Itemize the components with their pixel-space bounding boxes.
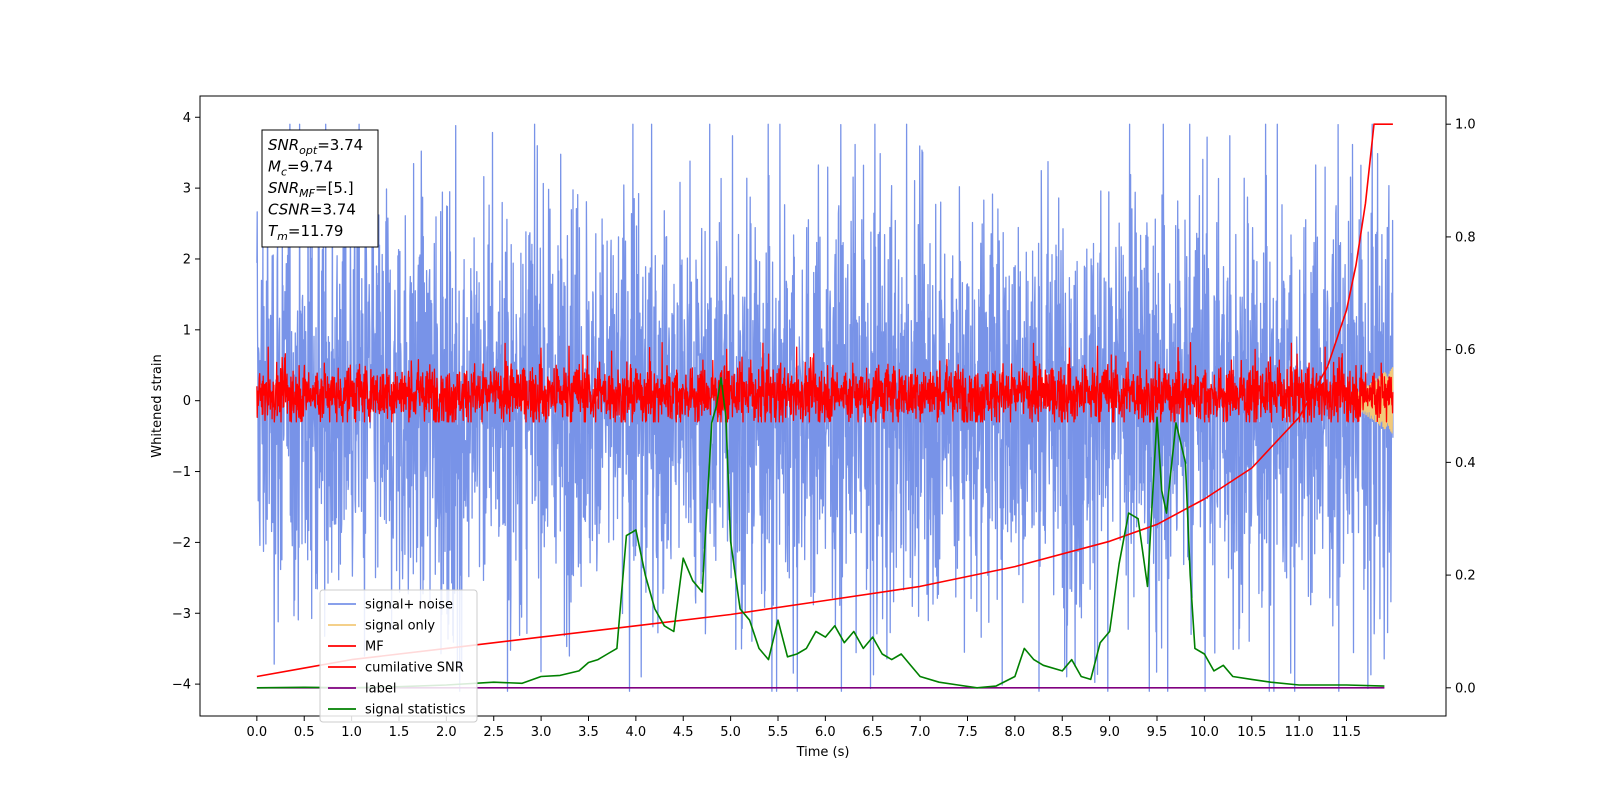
plot-frame: [199, 95, 1447, 717]
legend: signal+ noise signal only MF cumilative SNR…: [319, 589, 478, 723]
x-tick-label: 1.5: [389, 725, 410, 740]
annotation-line: Mc=9.74: [268, 158, 333, 179]
x-tick-label: 3.5: [578, 725, 599, 740]
series-cumilative-snr: [256, 123, 1393, 678]
x-tick-label: 10.5: [1237, 725, 1266, 740]
annotation-frame: [261, 129, 379, 248]
x-tick-label: 4.0: [626, 725, 647, 740]
y-axis-title: Whitened strain: [150, 354, 165, 457]
y-left-tick-label: 4: [183, 111, 191, 126]
legend-label: label: [365, 682, 396, 697]
x-tick-label: 5.5: [768, 725, 789, 740]
legend-label: signal only: [365, 619, 435, 634]
x-tick-label: 11.0: [1285, 725, 1314, 740]
x-tick-label: 6.5: [862, 725, 883, 740]
annotation-line: SNRopt=3.74: [268, 136, 363, 157]
x-tick-label: 3.0: [531, 725, 552, 740]
x-axis: 0.0 0.5 1.0 1.5 2.0 2.5 3.0 3.5 4.0 4.5 5.0 5.5 6.0 6…: [247, 716, 1361, 740]
plot-area: [256, 123, 1394, 692]
x-tick-label: 6.0: [815, 725, 836, 740]
y-right-tick-label: 0.6: [1455, 343, 1476, 358]
y-left-tick-label: 0: [183, 394, 191, 409]
x-tick-label: 1.0: [341, 725, 362, 740]
x-tick-label: 10.0: [1190, 725, 1219, 740]
legend-label: signal+ noise: [365, 598, 453, 613]
y-axis-right: 1.0 0.8 0.6 0.4 0.2 0.0: [1446, 118, 1476, 696]
x-tick-label: 9.5: [1147, 725, 1168, 740]
annotation-line: SNRMF=[5.]: [268, 179, 354, 200]
x-tick-label: 8.0: [1005, 725, 1026, 740]
series-mf: [256, 342, 1394, 423]
x-tick-label: 2.5: [483, 725, 504, 740]
y-left-tick-label: −2: [172, 536, 191, 551]
series-signal-statistics: [256, 377, 1385, 689]
x-tick-label: 2.0: [436, 725, 457, 740]
y-right-tick-label: 0.0: [1455, 681, 1476, 696]
y-left-tick-label: 3: [183, 182, 191, 197]
legend-label: signal statistics: [365, 703, 466, 718]
y-right-tick-label: 0.4: [1455, 456, 1476, 471]
y-right-tick-label: 1.0: [1455, 118, 1476, 133]
x-tick-label: 7.5: [957, 725, 978, 740]
legend-label: MF: [365, 640, 384, 655]
y-left-tick-label: −1: [172, 465, 191, 480]
y-left-tick-label: 2: [183, 252, 191, 267]
y-axis-left: 4 3 2 1 0 −1 −2 −3 −4: [172, 111, 200, 693]
legend-frame: [319, 589, 478, 723]
x-axis-title: Time (s): [796, 745, 850, 760]
x-tick-label: 8.5: [1052, 725, 1073, 740]
x-tick-label: 9.0: [1099, 725, 1120, 740]
x-tick-label: 11.5: [1332, 725, 1361, 740]
x-tick-label: 7.0: [910, 725, 931, 740]
y-right-tick-label: 0.2: [1455, 569, 1476, 584]
y-left-tick-label: −3: [172, 607, 191, 622]
x-tick-label: 0.0: [247, 725, 268, 740]
x-tick-label: 0.5: [294, 725, 315, 740]
annotation-line: Tm=11.79: [268, 222, 343, 243]
annotation-line: CSNR=3.74: [268, 201, 356, 219]
y-left-tick-label: 1: [183, 323, 191, 338]
y-left-tick-label: −4: [172, 678, 191, 693]
x-tick-label: 5.0: [720, 725, 741, 740]
legend-label: cumilative SNR: [365, 661, 464, 676]
x-tick-label: 4.5: [673, 725, 694, 740]
y-right-tick-label: 0.8: [1455, 230, 1476, 245]
